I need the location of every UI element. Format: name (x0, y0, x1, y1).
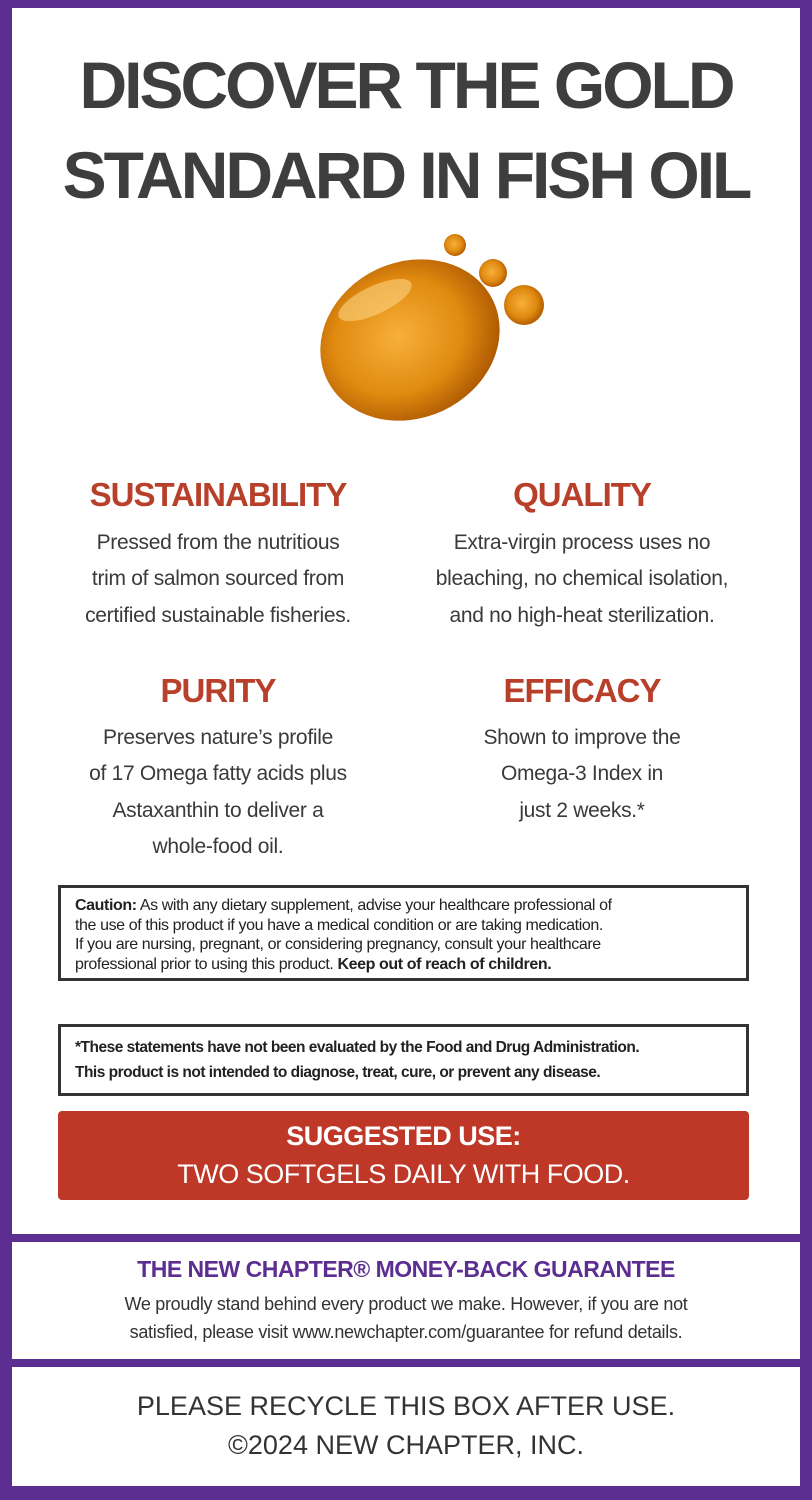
copyright: ©2024 NEW CHAPTER, INC. (228, 1430, 584, 1460)
footer-panel (12, 1367, 800, 1486)
guarantee-panel (12, 1242, 800, 1359)
suggested-use-banner: SUGGESTED USE: TWO SOFTGELS DAILY WITH F… (58, 1111, 749, 1200)
fda-disclaimer-box: *These statements have not been evaluate… (58, 1024, 749, 1096)
feature-text-sustainability: Pressed from the nutritious trim of salmo… (85, 531, 351, 627)
guarantee-title: THE NEW CHAPTER® MONEY-BACK GUARANTEE (137, 1256, 675, 1282)
guarantee-text-2: satisfied, please visit www.newchapter.c… (129, 1322, 683, 1342)
feature-title-sustainability: SUSTAINABILITY (89, 476, 348, 513)
feature-text-efficacy: Shown to improve the Omega-3 Index in just… (483, 726, 681, 822)
feature-title-efficacy: EFFICACY (503, 672, 662, 709)
feature-text-purity: Preserves nature’s profile of 17 Omega fa… (89, 726, 347, 858)
recycle-notice: PLEASE RECYCLE THIS BOX AFTER USE. (136, 1391, 676, 1421)
headline-line-1: DISCOVER THE GOLD (79, 48, 735, 122)
oil-drop-icon (320, 234, 544, 421)
headline-line-2: STANDARD IN FISH OIL (62, 138, 753, 212)
feature-text-quality: Extra-virgin process uses no bleaching, n… (435, 531, 729, 627)
caution-box: Caution: As with any dietary supplement,… (58, 885, 749, 981)
feature-title-quality: QUALITY (513, 476, 652, 513)
guarantee-text-1: We proudly stand behind every product we… (124, 1294, 688, 1314)
feature-title-purity: PURITY (160, 672, 276, 709)
